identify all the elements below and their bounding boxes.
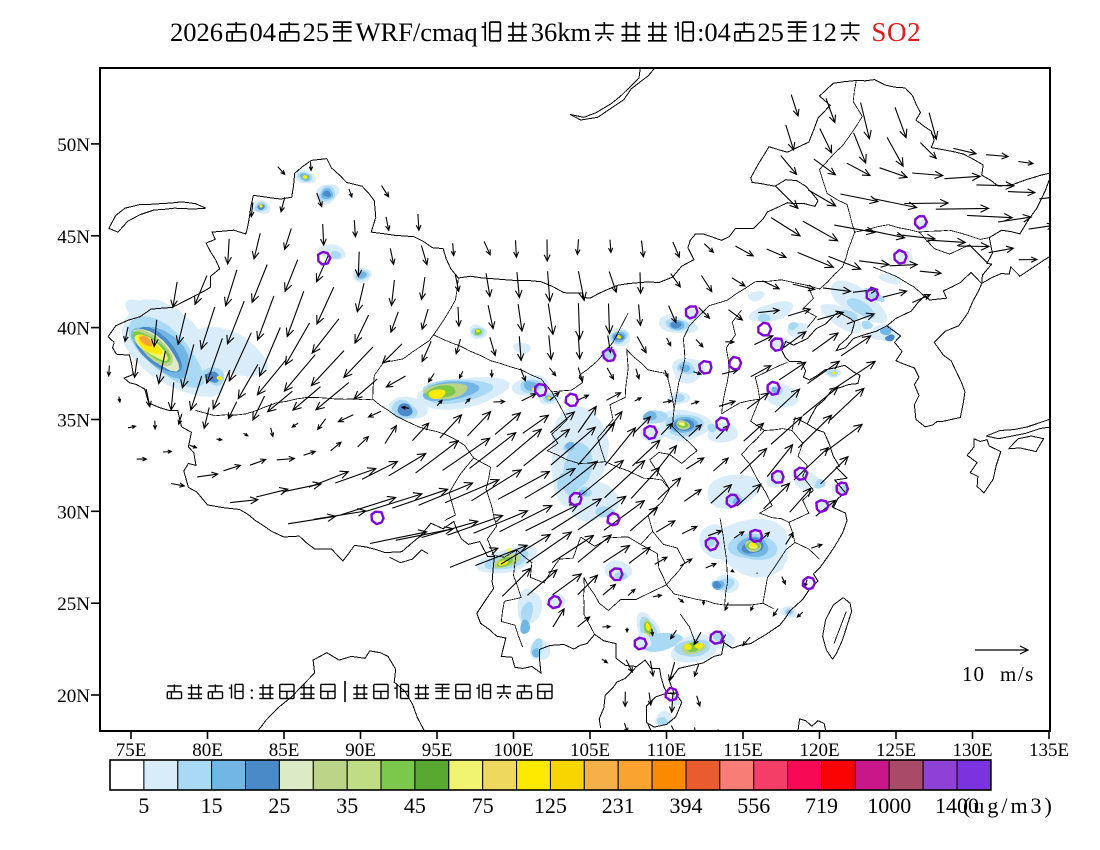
svg-text:95E: 95E — [422, 740, 453, 761]
svg-text:80E: 80E — [192, 740, 223, 761]
svg-text:25: 25 — [303, 17, 330, 47]
svg-text:125: 125 — [534, 793, 567, 818]
svg-text:25: 25 — [757, 17, 784, 47]
svg-text:125E: 125E — [876, 740, 916, 761]
svg-text:20N: 20N — [57, 686, 90, 707]
svg-text:SO2: SO2 — [871, 17, 921, 47]
svg-text:04: 04 — [250, 17, 277, 47]
svg-text:135E: 135E — [1029, 740, 1069, 761]
svg-text:35N: 35N — [57, 411, 90, 432]
svg-text:1400: 1400 — [935, 793, 979, 818]
svg-text:5: 5 — [138, 793, 149, 818]
svg-text:394: 394 — [670, 793, 703, 818]
svg-text:719: 719 — [805, 793, 838, 818]
svg-text::: : — [697, 17, 704, 47]
svg-text:25: 25 — [268, 793, 290, 818]
svg-text:45N: 45N — [57, 227, 90, 248]
svg-text:15: 15 — [201, 793, 223, 818]
svg-text:35: 35 — [336, 793, 358, 818]
svg-text::: : — [249, 682, 255, 704]
svg-text:90E: 90E — [345, 740, 376, 761]
svg-text:30N: 30N — [57, 502, 90, 523]
svg-text:120E: 120E — [799, 740, 839, 761]
svg-text:25N: 25N — [57, 594, 90, 615]
svg-text:WRF/cmaq: WRF/cmaq — [356, 17, 478, 47]
svg-text:85E: 85E — [269, 740, 300, 761]
svg-text:1000: 1000 — [867, 793, 911, 818]
svg-text:36km: 36km — [531, 17, 592, 47]
svg-text:231: 231 — [602, 793, 635, 818]
svg-text:130E: 130E — [952, 740, 992, 761]
svg-text:12: 12 — [810, 17, 837, 47]
svg-text:04: 04 — [704, 17, 731, 47]
svg-text:45: 45 — [404, 793, 426, 818]
svg-text:2026: 2026 — [170, 17, 223, 47]
svg-text:75: 75 — [472, 793, 494, 818]
svg-text:(ug/m3): (ug/m3) — [963, 793, 1055, 818]
svg-text:100E: 100E — [493, 740, 533, 761]
svg-text:556: 556 — [737, 793, 770, 818]
svg-text:115E: 115E — [723, 740, 762, 761]
svg-text:m/s: m/s — [1000, 662, 1035, 686]
svg-text:105E: 105E — [570, 740, 610, 761]
svg-text:75E: 75E — [116, 740, 147, 761]
svg-text:40N: 40N — [57, 319, 90, 340]
svg-text:50N: 50N — [57, 135, 90, 156]
svg-text:10: 10 — [962, 662, 985, 686]
svg-text:110E: 110E — [647, 740, 686, 761]
